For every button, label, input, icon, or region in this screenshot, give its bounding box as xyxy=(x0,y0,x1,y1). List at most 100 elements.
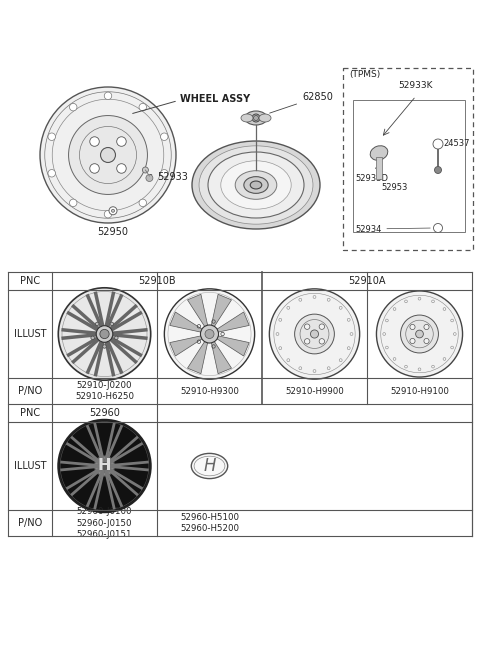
Circle shape xyxy=(319,338,324,344)
Circle shape xyxy=(104,92,112,100)
Circle shape xyxy=(299,367,302,370)
Polygon shape xyxy=(209,334,231,374)
Circle shape xyxy=(405,300,408,303)
Circle shape xyxy=(385,319,388,322)
Text: 52910B: 52910B xyxy=(138,276,176,286)
Circle shape xyxy=(454,332,456,335)
Circle shape xyxy=(110,322,114,326)
Ellipse shape xyxy=(259,114,271,122)
Circle shape xyxy=(418,368,421,371)
Circle shape xyxy=(416,330,423,338)
Circle shape xyxy=(385,346,388,349)
Polygon shape xyxy=(170,312,209,334)
Text: PNC: PNC xyxy=(20,408,40,418)
Ellipse shape xyxy=(245,111,267,125)
Polygon shape xyxy=(188,294,209,334)
Text: ILLUST: ILLUST xyxy=(14,461,46,471)
Circle shape xyxy=(205,329,214,338)
Circle shape xyxy=(96,326,113,342)
Circle shape xyxy=(319,324,324,329)
Text: 52910-H9900: 52910-H9900 xyxy=(285,386,344,396)
Circle shape xyxy=(90,164,99,173)
Circle shape xyxy=(95,456,115,476)
Text: 62850: 62850 xyxy=(270,92,333,113)
Circle shape xyxy=(327,367,330,370)
Circle shape xyxy=(279,319,282,321)
Circle shape xyxy=(410,338,415,344)
Circle shape xyxy=(433,223,443,233)
Circle shape xyxy=(451,319,454,322)
Text: PNC: PNC xyxy=(20,276,40,286)
Circle shape xyxy=(350,332,353,336)
Circle shape xyxy=(48,170,56,177)
Circle shape xyxy=(432,365,434,368)
Polygon shape xyxy=(209,312,249,334)
Text: ILLUST: ILLUST xyxy=(14,329,46,339)
Circle shape xyxy=(109,207,117,215)
Circle shape xyxy=(117,164,126,173)
Circle shape xyxy=(339,306,342,309)
Text: P/NO: P/NO xyxy=(18,518,42,528)
Text: 52910A: 52910A xyxy=(348,276,386,286)
Ellipse shape xyxy=(208,152,304,218)
Circle shape xyxy=(40,87,176,223)
Circle shape xyxy=(115,336,118,340)
Circle shape xyxy=(376,291,463,377)
Circle shape xyxy=(143,167,148,173)
Circle shape xyxy=(201,325,218,343)
Circle shape xyxy=(90,137,99,147)
Circle shape xyxy=(276,332,279,336)
Ellipse shape xyxy=(370,146,388,160)
Circle shape xyxy=(304,324,310,329)
Text: 52933K: 52933K xyxy=(399,81,433,90)
Circle shape xyxy=(253,116,259,120)
Circle shape xyxy=(111,210,115,212)
Circle shape xyxy=(393,357,396,360)
Ellipse shape xyxy=(199,146,313,224)
Polygon shape xyxy=(209,294,231,334)
Circle shape xyxy=(69,116,147,194)
Circle shape xyxy=(424,338,429,344)
Circle shape xyxy=(383,332,385,335)
Circle shape xyxy=(418,298,421,300)
Circle shape xyxy=(433,139,443,149)
Text: 24537: 24537 xyxy=(443,139,469,148)
Circle shape xyxy=(432,300,434,303)
Ellipse shape xyxy=(250,181,262,189)
Text: (TPMS): (TPMS) xyxy=(349,70,380,79)
Circle shape xyxy=(451,346,454,349)
Circle shape xyxy=(434,166,442,173)
Circle shape xyxy=(70,199,77,206)
Bar xyxy=(353,100,465,232)
Text: WHEEL ASSY: WHEEL ASSY xyxy=(180,94,250,104)
Circle shape xyxy=(96,322,99,326)
Circle shape xyxy=(58,420,151,512)
Text: 52953: 52953 xyxy=(381,183,408,191)
Text: 52933D: 52933D xyxy=(355,168,388,183)
Circle shape xyxy=(295,314,335,354)
Circle shape xyxy=(139,103,146,111)
Circle shape xyxy=(400,315,438,353)
Text: H: H xyxy=(204,457,216,475)
Circle shape xyxy=(443,307,446,310)
Text: 52910-J0200
52910-H6250: 52910-J0200 52910-H6250 xyxy=(75,380,134,401)
Ellipse shape xyxy=(241,114,253,122)
Circle shape xyxy=(160,170,168,177)
Circle shape xyxy=(100,329,109,338)
Circle shape xyxy=(339,359,342,361)
Bar xyxy=(376,157,382,179)
Text: 52933: 52933 xyxy=(150,172,188,182)
Circle shape xyxy=(98,460,110,472)
Circle shape xyxy=(139,199,146,206)
Ellipse shape xyxy=(244,177,268,193)
Text: 52950: 52950 xyxy=(97,227,129,237)
Ellipse shape xyxy=(235,171,277,199)
Circle shape xyxy=(164,289,255,379)
Circle shape xyxy=(299,298,302,302)
Polygon shape xyxy=(209,334,249,356)
Circle shape xyxy=(313,370,316,373)
Circle shape xyxy=(410,325,415,330)
Circle shape xyxy=(252,114,260,122)
Circle shape xyxy=(424,325,429,330)
Text: 52910-H9100: 52910-H9100 xyxy=(390,386,449,396)
